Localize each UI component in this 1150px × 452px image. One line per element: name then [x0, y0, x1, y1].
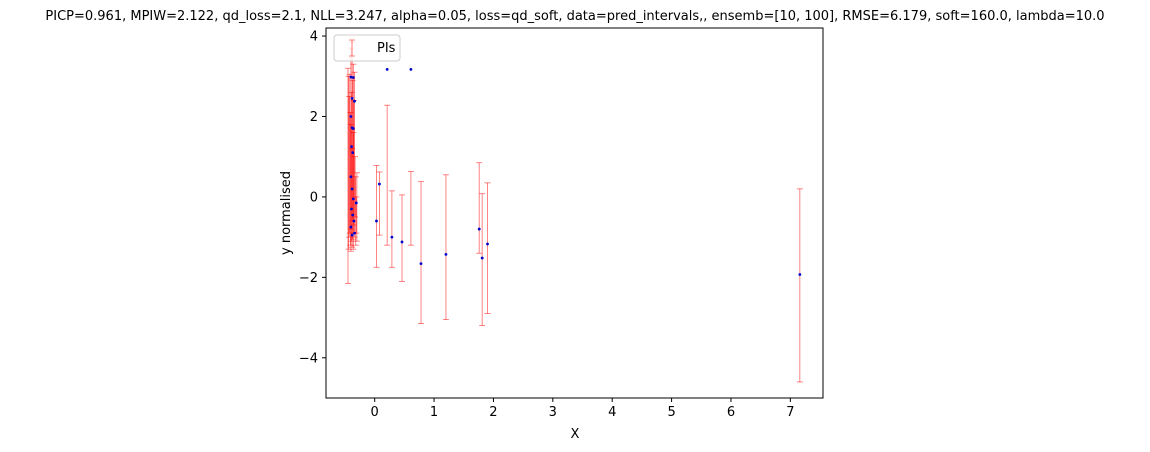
data-point — [385, 68, 389, 71]
data-point — [352, 219, 356, 223]
data-point — [351, 127, 355, 130]
data-point — [354, 201, 358, 205]
plot-area — [325, 27, 824, 399]
data-point — [350, 145, 353, 149]
data-point — [351, 151, 355, 155]
data-point — [349, 225, 353, 229]
data-point — [349, 115, 353, 118]
data-point — [349, 75, 353, 79]
x-tick-label: 5 — [667, 405, 675, 420]
data-point — [351, 76, 355, 79]
y-tick-label: 4 — [310, 30, 318, 45]
data-point — [409, 68, 413, 71]
x-tick-label: 6 — [727, 405, 735, 420]
data-point — [375, 219, 378, 223]
data-point — [350, 207, 353, 211]
legend-label: PIs — [377, 41, 396, 56]
data-point — [350, 187, 354, 191]
x-tick-label: 0 — [371, 405, 379, 420]
y-tick-label: −4 — [299, 351, 318, 366]
x-tick-label: 7 — [786, 405, 794, 420]
chart-title: PICP=0.961, MPIW=2.122, qd_loss=2.1, NLL… — [45, 9, 1104, 24]
x-tick-label: 2 — [489, 405, 497, 420]
x-tick-label: 3 — [549, 405, 557, 420]
y-tick-label: 0 — [310, 190, 318, 205]
data-point — [351, 197, 355, 201]
data-point — [350, 96, 354, 100]
data-point — [798, 273, 802, 276]
y-tick-label: 2 — [310, 110, 318, 125]
x-axis: 0 1 2 3 4 5 6 7 — [371, 398, 794, 420]
prediction-intervals — [344, 41, 803, 383]
data-point — [444, 253, 448, 256]
data-point — [486, 242, 489, 246]
data-point — [477, 227, 481, 231]
data-point — [351, 213, 355, 217]
legend: PIs — [333, 34, 401, 62]
x-axis-label: X — [571, 427, 580, 442]
legend-box — [333, 34, 401, 62]
data-point — [349, 175, 353, 179]
y-tick-label: −2 — [299, 271, 318, 286]
data-point — [353, 231, 356, 235]
data-point — [390, 235, 394, 239]
x-tick-label: 1 — [430, 405, 438, 420]
y-axis: −4 −2 0 2 4 — [299, 30, 326, 366]
data-point — [400, 240, 404, 244]
data-point — [353, 99, 356, 103]
data-point — [350, 233, 354, 237]
x-tick-label: 4 — [608, 405, 616, 420]
data-point — [480, 256, 484, 260]
data-point — [378, 182, 381, 186]
data-point — [419, 262, 423, 266]
y-axis-label: y normalised — [279, 171, 294, 255]
prediction-points — [349, 68, 802, 276]
